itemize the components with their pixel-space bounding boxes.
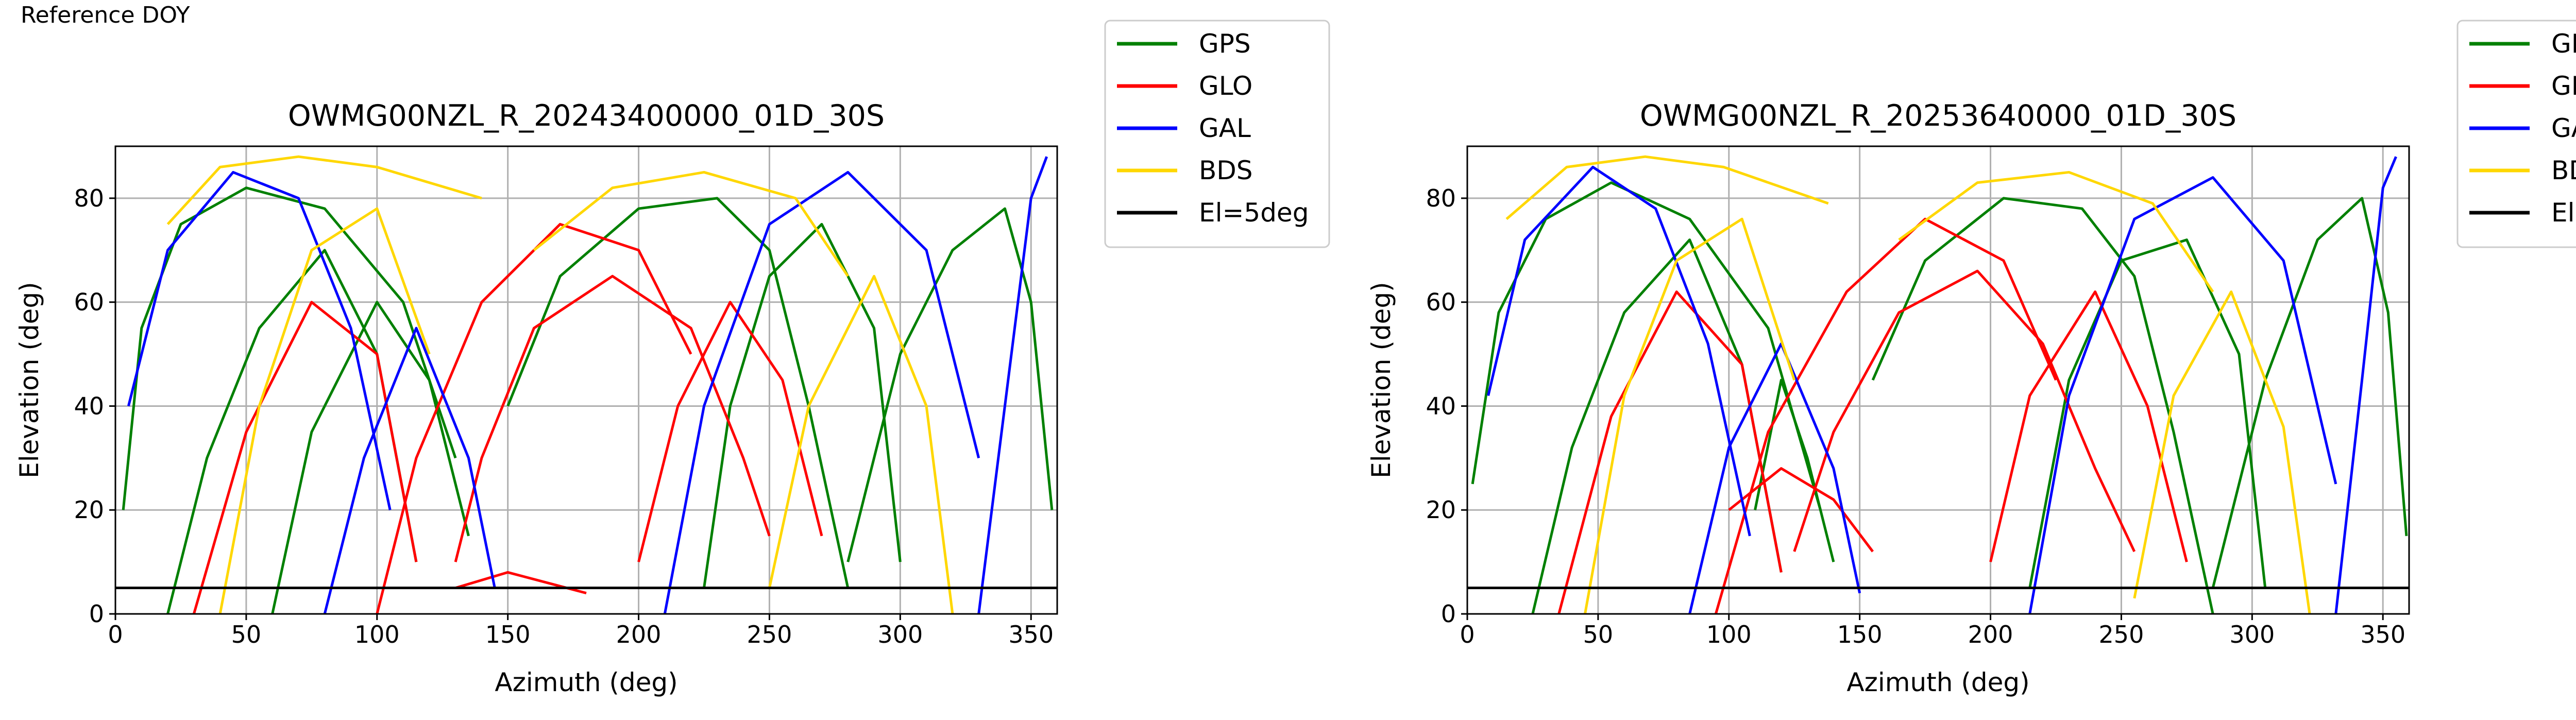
- x-tick-label: 200: [1968, 621, 2013, 648]
- legend-label: GPS: [2551, 29, 2576, 59]
- chart-title: OWMG00NZL_R_20243400000_01D_30S: [288, 99, 885, 133]
- y-axis-label: Elevation (deg): [14, 282, 44, 478]
- y-tick-label: 20: [74, 496, 104, 524]
- track: [1505, 155, 1829, 220]
- y-tick-label: 80: [1426, 184, 1456, 212]
- track: [2133, 290, 2311, 614]
- track: [271, 301, 470, 614]
- x-tick-label: 50: [231, 621, 262, 648]
- track: [122, 186, 457, 510]
- axes-frame: [114, 145, 1058, 615]
- x-tick-label: 300: [2229, 621, 2275, 648]
- track: [846, 207, 1054, 562]
- legend-label: BDS: [2551, 156, 2576, 185]
- track: [1754, 379, 1835, 562]
- track: [192, 301, 418, 614]
- legend-box: [2456, 20, 2576, 248]
- track: [2211, 197, 2408, 589]
- x-tick-label: 0: [108, 621, 123, 648]
- y-tick-label: 20: [1426, 496, 1456, 524]
- legend-label: GAL: [1199, 113, 1251, 143]
- legend-label: BDS: [1199, 156, 1253, 185]
- track: [1584, 217, 1796, 614]
- tracks: [1467, 155, 2409, 614]
- track: [323, 327, 496, 614]
- legend-label: El=5deg: [2551, 198, 2576, 228]
- track: [977, 156, 1048, 614]
- track: [127, 170, 392, 510]
- legend-box: [1104, 20, 1330, 248]
- x-tick-label: 200: [616, 621, 662, 648]
- legend-label: GPS: [1199, 29, 1251, 59]
- x-tick-label: 0: [1460, 621, 1475, 648]
- track: [376, 222, 692, 614]
- axes-frame: [1466, 145, 2410, 615]
- x-tick-label: 250: [747, 621, 792, 648]
- track: [166, 155, 482, 226]
- track: [1728, 467, 1874, 553]
- track: [2334, 156, 2397, 614]
- track: [1487, 165, 1751, 537]
- x-tick-label: 150: [1837, 621, 1883, 648]
- chart-title: OWMG00NZL_R_20253640000_01D_30S: [1640, 99, 2236, 133]
- x-tick-label: 100: [1706, 621, 1752, 648]
- track: [218, 207, 431, 614]
- x-tick-label: 350: [1008, 621, 1054, 648]
- track: [533, 170, 849, 277]
- track: [1557, 290, 1783, 614]
- track: [1793, 269, 2136, 553]
- x-tick-label: 250: [2099, 621, 2144, 648]
- x-axis-label: Azimuth (deg): [1846, 667, 2029, 697]
- track: [1898, 170, 2214, 293]
- tracks: [115, 155, 1057, 614]
- x-tick-label: 350: [2360, 621, 2405, 648]
- y-axis-label: Elevation (deg): [1366, 282, 1396, 478]
- plot-area: [1467, 146, 2409, 614]
- y-tick-label: 0: [1441, 600, 1456, 628]
- track: [703, 222, 902, 588]
- y-tick-label: 40: [1426, 392, 1456, 420]
- track: [1871, 197, 2214, 614]
- y-tick-label: 60: [74, 288, 104, 316]
- legend-label: GLO: [1199, 71, 1252, 101]
- legend-label: GAL: [2551, 113, 2576, 143]
- x-axis-label: Azimuth (deg): [495, 667, 677, 697]
- chart: 0 50 100 150 200 250 300 350 0 20 40 60 80 OWMG00NZL_…: [14, 20, 1330, 697]
- legend-label: GLO: [2551, 71, 2576, 101]
- x-tick-label: 300: [877, 621, 923, 648]
- track: [2028, 176, 2337, 614]
- y-tick-label: 60: [1426, 288, 1456, 316]
- chart: 0 50 100 150 200 250 300 350 0 20 40 60 80 OWMG00NZL_…: [1366, 20, 2576, 697]
- track: [454, 275, 771, 562]
- y-tick-label: 40: [74, 392, 104, 420]
- y-tick-label: 0: [89, 600, 104, 628]
- track: [2028, 238, 2267, 589]
- track: [663, 170, 980, 614]
- track: [768, 275, 954, 614]
- legend-label: El=5deg: [1199, 198, 1309, 228]
- x-tick-label: 150: [485, 621, 531, 648]
- y-tick-label: 80: [74, 184, 104, 212]
- track: [637, 301, 823, 562]
- track: [1471, 181, 1822, 510]
- x-tick-label: 100: [354, 621, 400, 648]
- page-title: Reference DOY: [21, 2, 190, 28]
- x-tick-label: 50: [1583, 621, 1614, 648]
